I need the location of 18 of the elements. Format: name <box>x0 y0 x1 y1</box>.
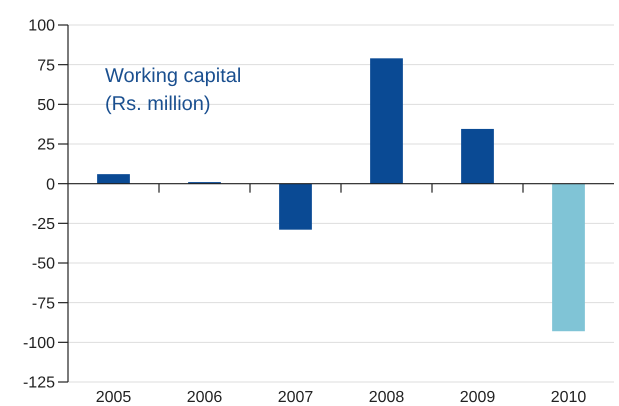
text: (Rs. million) <box>105 93 211 115</box>
y-tick-label: 100 <box>28 18 56 35</box>
x-tick-label: 2005 <box>96 389 132 406</box>
y-tick-label: -50 <box>32 256 56 273</box>
text: Working capital <box>105 65 242 87</box>
y-tick-label: -125 <box>22 374 56 392</box>
x-tick-label: 2007 <box>278 389 314 406</box>
y-tick-label: 25 <box>37 136 56 154</box>
y-tick-label: -25 <box>32 216 56 233</box>
x-tick-label: 2010 <box>550 389 586 406</box>
x-tick-label: 2006 <box>186 389 222 406</box>
y-tick-label: 75 <box>37 57 56 74</box>
y-tick-label: 50 <box>37 96 56 114</box>
x-tick-label: 2009 <box>460 389 496 406</box>
x-tick-label: 2008 <box>368 389 404 406</box>
y-tick-label: 0 <box>46 176 56 194</box>
y-tick-label: -75 <box>32 295 56 312</box>
y-tick-label: -100 <box>22 334 56 352</box>
